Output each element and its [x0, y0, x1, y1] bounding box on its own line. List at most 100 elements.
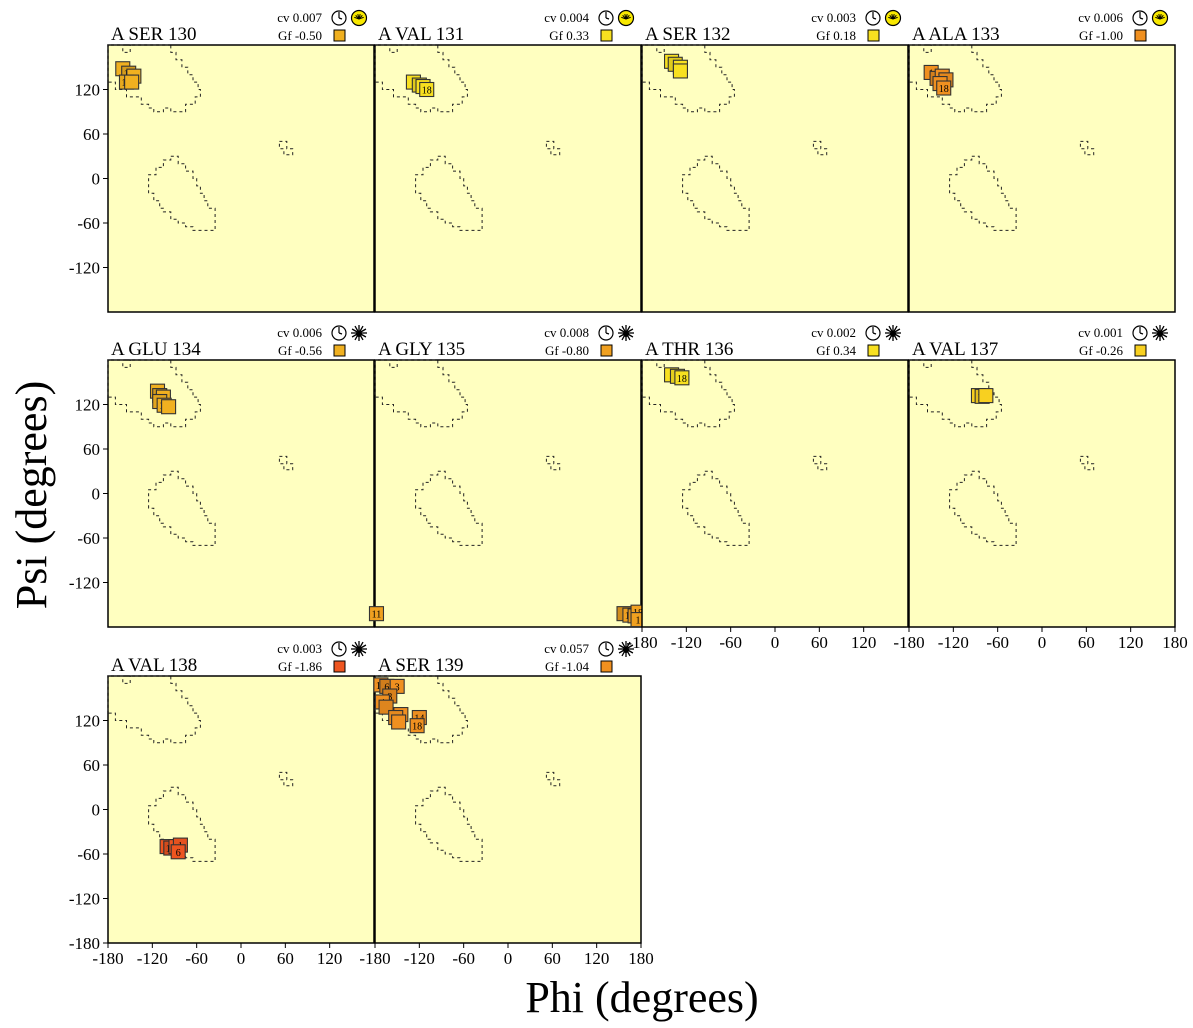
y-tick-label: -60	[77, 529, 100, 548]
spider-black-icon	[1152, 325, 1168, 341]
x-tick-label: 60	[544, 949, 561, 968]
point-marker	[170, 844, 186, 860]
y-tick-label: 60	[83, 756, 100, 775]
x-tick-label: 120	[851, 633, 877, 652]
gf-color-swatch	[333, 29, 346, 42]
panels-layer: A SER 130 cv 0.007 Gf -0.50 1718 A VAL 131 cv…	[107, 9, 1176, 944]
spider-black-icon	[351, 641, 367, 657]
x-tick-label: -120	[938, 633, 969, 652]
point-marker	[674, 370, 690, 386]
gf-color-swatch	[867, 344, 880, 357]
point-label: 1	[636, 616, 641, 627]
y-tick-label: 0	[92, 801, 101, 820]
allowed-region-outline	[148, 155, 216, 231]
point-marker	[978, 388, 994, 404]
data-point: 18	[419, 81, 435, 98]
gf-color-swatch	[600, 29, 613, 42]
panel-title: A VAL 137	[912, 339, 998, 360]
spider-body	[890, 331, 896, 337]
x-tick-label: 0	[504, 949, 513, 968]
gf-label: Gf -1.00	[1079, 28, 1123, 43]
gf-label: Gf -0.50	[278, 28, 322, 43]
ramachandran-panel: A SER 130 cv 0.007 Gf -0.50 1718	[107, 9, 375, 313]
gf-label: Gf -0.80	[545, 343, 589, 358]
panel-title: A SER 139	[378, 655, 464, 676]
y-tick-label: -60	[77, 845, 100, 864]
gf-label: Gf 0.34	[816, 343, 856, 358]
x-tick-label: 60	[811, 633, 828, 652]
ramachandran-panel: A GLU 134 cv 0.006 Gf -0.56 1718	[107, 325, 375, 628]
x-tick-label: -120	[671, 633, 702, 652]
allowed-region-outline	[949, 470, 1017, 546]
allowed-region-outline	[1079, 455, 1095, 471]
x-tick-label: 60	[1078, 633, 1095, 652]
spider-ray	[1159, 16, 1165, 20]
y-tick-label: 120	[75, 396, 101, 415]
plot-area	[641, 44, 909, 313]
data-point: 18	[674, 370, 690, 386]
ramachandran-panel: A THR 136 cv 0.002 Gf 0.34 118	[641, 325, 909, 628]
spider-ray	[625, 16, 631, 20]
allowed-region-outline	[908, 44, 1002, 113]
points-group: 166384171418	[373, 677, 427, 734]
axes-layer: -120 -60 0 60 120 -120 -60 0 60 120 -180 -120 -60 0 60…	[69, 81, 1188, 969]
panel-title: A ALA 133	[912, 24, 1000, 45]
panel-title: A VAL 138	[111, 655, 197, 676]
gf-color-swatch	[600, 344, 613, 357]
point-marker	[391, 714, 407, 730]
gf-label: Gf -0.26	[1079, 343, 1124, 358]
spider-body	[356, 331, 362, 337]
panel-title: A VAL 131	[378, 24, 464, 45]
allowed-region-outline	[278, 455, 294, 471]
clock-hand	[605, 648, 610, 651]
allowed-region-outline	[682, 155, 750, 231]
ramachandran-panel: A VAL 131 cv 0.004 Gf 0.33 118	[374, 9, 642, 313]
allowed-region-outline	[278, 140, 294, 156]
ramachandran-panel: A SER 139 cv 0.057 Gf -1.04 166384171418	[373, 641, 642, 944]
data-point	[978, 388, 994, 404]
point-label: 3	[395, 682, 400, 693]
cv-label: cv 0.007	[277, 10, 322, 25]
cv-label: cv 0.006	[1078, 10, 1123, 25]
cv-label: cv 0.002	[811, 325, 856, 340]
point-label: 18	[422, 86, 432, 97]
point-marker	[419, 81, 435, 98]
gf-label: Gf -1.04	[545, 659, 590, 674]
panel-title: A SER 132	[645, 24, 731, 45]
y-tick-label: 120	[75, 81, 101, 100]
allowed-region-outline	[545, 771, 561, 787]
allowed-region-outline	[107, 675, 201, 744]
x-tick-label: -60	[185, 949, 208, 968]
points-group: 1816	[159, 837, 188, 860]
plot-area	[107, 675, 375, 944]
allowed-region-outline	[812, 455, 828, 471]
data-point	[391, 714, 407, 730]
allowed-region-outline	[1079, 140, 1095, 156]
allowed-region-outline	[641, 359, 735, 428]
gf-color-swatch	[333, 660, 346, 673]
clock-hand	[338, 332, 343, 335]
points-group: 118	[405, 74, 435, 98]
panel-title: A SER 130	[111, 24, 197, 45]
plot-area	[107, 44, 375, 313]
point-marker	[124, 74, 140, 90]
data-point: 18	[409, 718, 425, 734]
x-tick-label: -180	[893, 633, 924, 652]
x-tick-label: -120	[404, 949, 435, 968]
x-tick-label: -180	[359, 949, 390, 968]
data-point	[161, 399, 177, 415]
spider-black-icon	[885, 325, 901, 341]
data-point: 18	[936, 80, 952, 96]
clock-hand	[1139, 17, 1144, 20]
y-tick-label: 0	[92, 170, 101, 189]
x-tick-label: 0	[237, 949, 246, 968]
x-tick-label: -60	[719, 633, 742, 652]
point-label: 18	[677, 374, 687, 385]
gf-label: Gf -1.86	[278, 659, 323, 674]
allowed-region-outline	[415, 155, 483, 231]
allowed-region-outline	[107, 359, 201, 428]
spider-body	[623, 647, 629, 653]
spider-black-icon	[351, 325, 367, 341]
y-tick-label: -120	[69, 259, 100, 278]
